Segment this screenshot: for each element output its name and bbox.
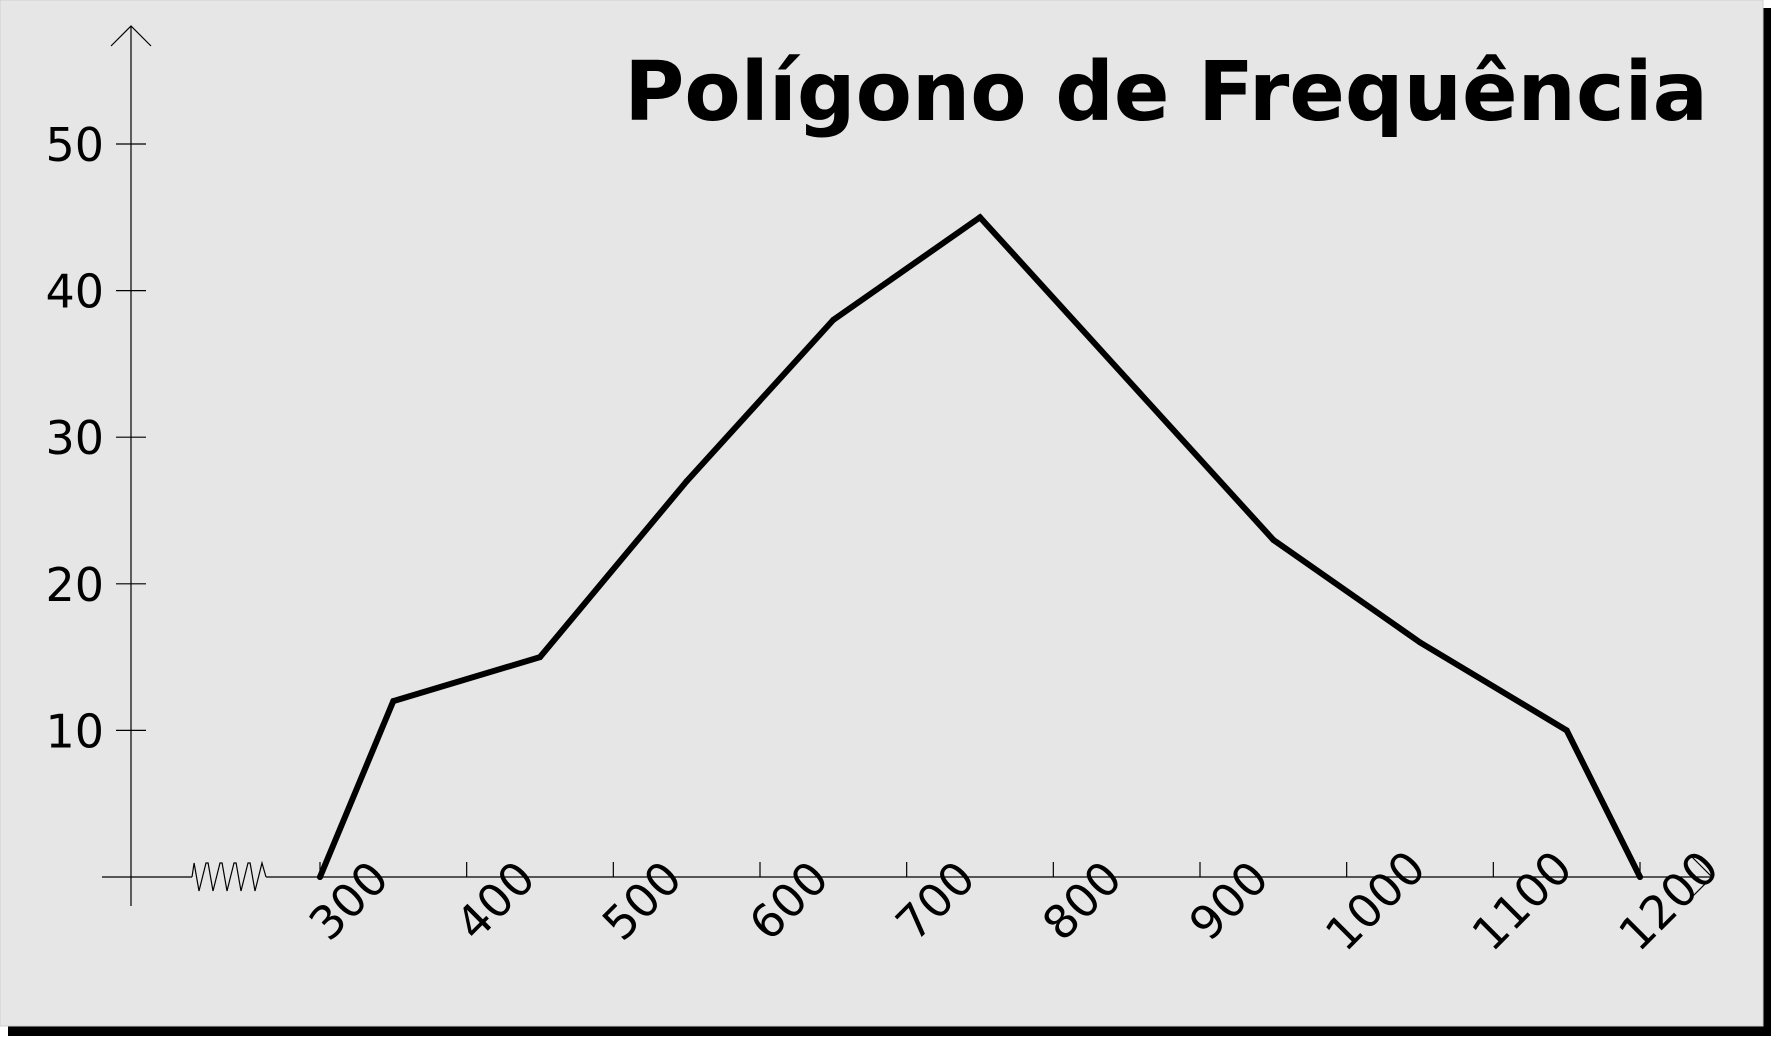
- y-tick-label: 40: [45, 265, 104, 319]
- series-line: [317, 213, 1643, 880]
- data-point: [390, 698, 397, 705]
- drop-shadow-bottom: [8, 1026, 1771, 1036]
- y-tick-label: 20: [45, 558, 104, 612]
- y-tick-label: 10: [45, 704, 104, 758]
- y-axis-arrowhead: [110, 25, 152, 47]
- data-point: [830, 316, 837, 323]
- y-tick-label: 50: [45, 118, 104, 172]
- chart-title: Polígono de Frequência: [624, 45, 1708, 140]
- data-point: [317, 874, 323, 880]
- y-axis-ticks: 10 20 30 40 50: [45, 118, 146, 758]
- drop-shadow-right: [1761, 8, 1771, 1036]
- data-point: [1637, 874, 1643, 880]
- x-axis-arrowhead: [1691, 856, 1713, 898]
- y-tick-label: 30: [45, 411, 104, 465]
- data-point: [977, 214, 983, 221]
- axes: [102, 25, 1713, 906]
- data-point: [537, 654, 543, 661]
- data-point: [1123, 375, 1130, 382]
- data-point: [1417, 639, 1423, 646]
- data-point: [683, 478, 690, 485]
- x-axis-break-zigzag: [191, 860, 267, 892]
- data-point: [1270, 536, 1277, 543]
- data-point: [1563, 727, 1570, 734]
